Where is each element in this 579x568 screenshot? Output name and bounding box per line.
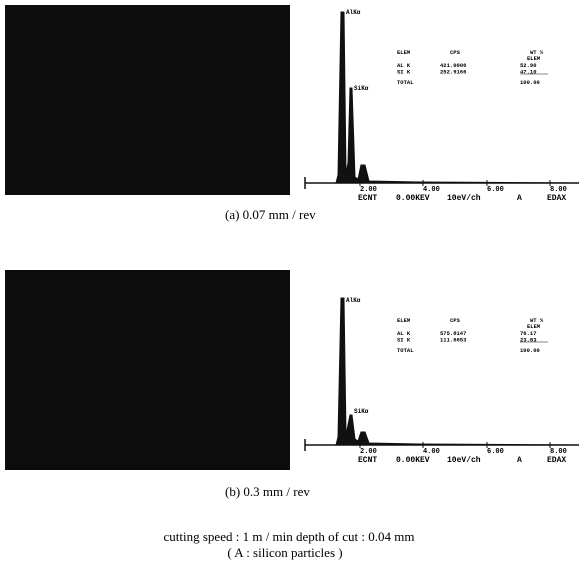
- table-cell: AL K: [397, 62, 411, 69]
- table-total: 100.00: [520, 79, 540, 86]
- spectrum-footer: ECNT: [358, 456, 377, 465]
- table-header: WT %: [530, 49, 544, 56]
- peak-label: AlKα: [346, 297, 361, 304]
- micrograph: [5, 270, 290, 470]
- table-cell: 47.10: [520, 69, 537, 76]
- spectrum-footer: 10eV/ch: [447, 194, 481, 203]
- axis-label: 6.00: [487, 448, 504, 456]
- table-cell: 252.9166: [440, 69, 466, 76]
- peak-label: AlKα: [346, 9, 361, 16]
- spectrum-footer: ECNT: [358, 194, 377, 203]
- peak-label: SiKα: [354, 85, 369, 92]
- axis-label: 2.00: [360, 186, 377, 194]
- spectrum-footer: EDAX: [547, 456, 566, 465]
- spectrum-footer: 0.00KEV: [396, 456, 430, 465]
- table-cell: 421.0006: [440, 62, 466, 69]
- spectrum-footer: 0.00KEV: [396, 194, 430, 203]
- table-subheader: ELEM: [527, 55, 541, 62]
- table-subheader: ELEM: [527, 323, 541, 330]
- table-total: TOTAL: [397, 79, 414, 86]
- axis-label: 4.00: [423, 448, 440, 456]
- note: ( A : silicon particles ): [227, 545, 342, 560]
- table-total: TOTAL: [397, 347, 414, 354]
- spectrum-footer: A: [517, 194, 522, 203]
- conditions: cutting speed : 1 m / min depth of cut :…: [164, 529, 415, 544]
- table-header: CPS: [450, 317, 461, 324]
- spectrum-footer: 10eV/ch: [447, 456, 481, 465]
- table-cell: 111.6653: [440, 337, 467, 344]
- table-cell: SI K: [397, 337, 411, 344]
- axis-label: 8.00: [550, 186, 567, 194]
- axis-label: 6.00: [487, 186, 504, 194]
- caption: (a) 0.07 mm / rev: [225, 207, 316, 222]
- axis-label: 2.00: [360, 448, 377, 456]
- table-total: 100.00: [520, 347, 540, 354]
- spectrum-footer: EDAX: [547, 194, 566, 203]
- table-header: WT %: [530, 317, 544, 324]
- table-cell: 575.8147: [440, 330, 466, 337]
- table-header: CPS: [450, 49, 461, 56]
- table-cell: 76.17: [520, 330, 537, 337]
- spectrum: [305, 297, 579, 446]
- table-cell: SI K: [397, 69, 411, 76]
- table-cell: AL K: [397, 330, 411, 337]
- table-cell: 52.90: [520, 62, 537, 69]
- peak-label: SiKα: [354, 408, 369, 415]
- table-header: ELEM: [397, 317, 411, 324]
- table-header: ELEM: [397, 49, 411, 56]
- caption: (b) 0.3 mm / rev: [225, 484, 310, 499]
- axis-label: 8.00: [550, 448, 567, 456]
- spectrum: [305, 11, 579, 184]
- spectrum-footer: A: [517, 456, 522, 465]
- table-cell: 23.83: [520, 337, 537, 344]
- axis-label: 4.00: [423, 186, 440, 194]
- micrograph: [5, 5, 290, 195]
